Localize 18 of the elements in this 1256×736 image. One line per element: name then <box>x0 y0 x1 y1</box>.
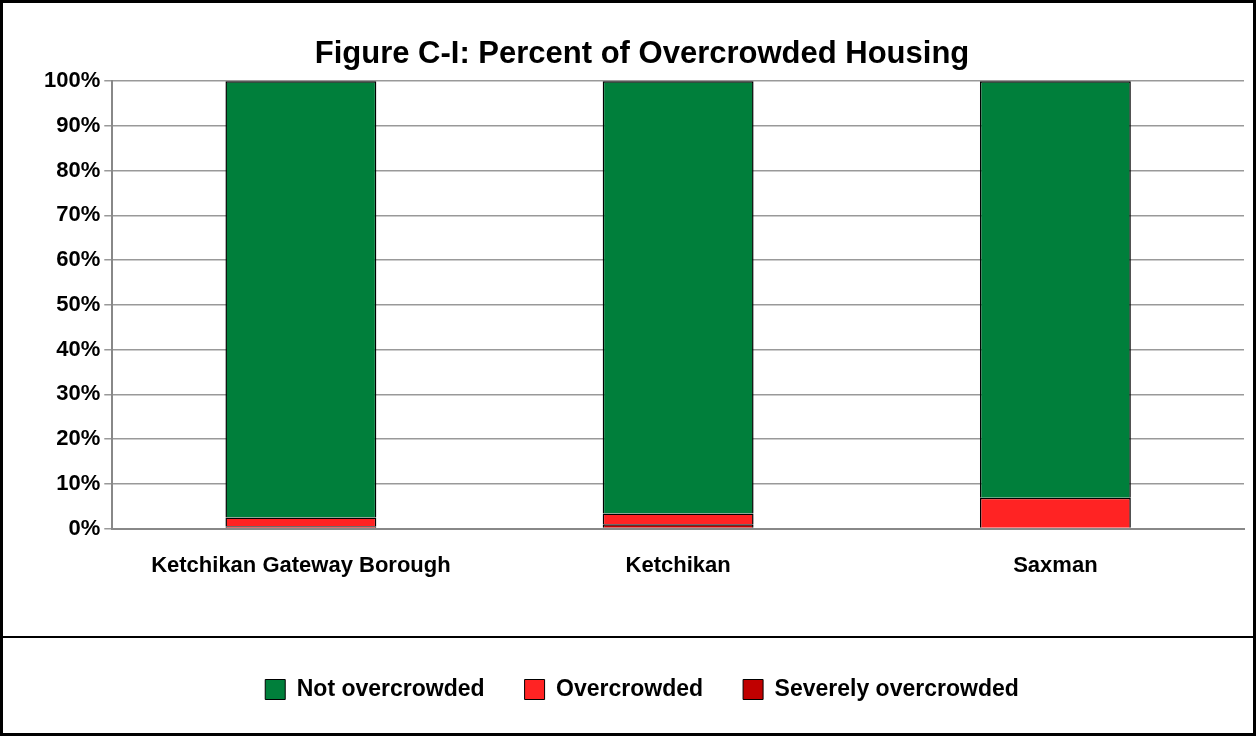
y-tick-label: 0% <box>68 514 101 540</box>
y-tick-label: 90% <box>56 112 101 137</box>
y-tick-label: 40% <box>56 335 101 361</box>
y-tick-label: 30% <box>56 380 101 406</box>
x-tick-label: Ketchikan <box>625 551 731 577</box>
x-tick-label: Saxman <box>1013 551 1098 577</box>
y-tick-label: 80% <box>56 156 101 182</box>
legend-label: Severely overcrowded <box>774 674 1019 701</box>
y-tick-label: 10% <box>56 469 101 495</box>
legend-label: Overcrowded <box>556 674 704 701</box>
legend-label: Not overcrowded <box>296 674 485 701</box>
x-tick-label: Ketchikan Gateway Borough <box>151 551 451 577</box>
y-tick-label: 70% <box>56 201 101 227</box>
y-tick-label: 100% <box>43 67 101 93</box>
chart-title: Figure C-I: Percent of Overcrowded Housing <box>314 35 970 71</box>
y-tick-label: 50% <box>56 290 101 316</box>
y-tick-label: 60% <box>56 246 101 272</box>
y-tick-label: 20% <box>56 425 101 451</box>
